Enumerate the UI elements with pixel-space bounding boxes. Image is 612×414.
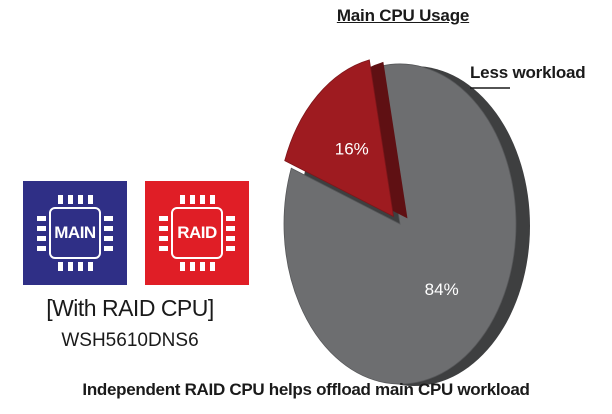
chip-pin: [200, 195, 205, 204]
chip-pin: [104, 226, 113, 231]
footer-caption: Independent RAID CPU helps offload main …: [82, 380, 530, 399]
chip-pin: [37, 216, 46, 221]
chip-pin: [104, 216, 113, 221]
chip-pin: [88, 195, 93, 204]
chip-pin: [190, 262, 195, 271]
raid-cpu-chip-icon: RAID: [145, 181, 249, 285]
chip-pin: [37, 226, 46, 231]
main-cpu-chip-icon: MAIN: [23, 181, 127, 285]
main-chip-label: MAIN: [49, 207, 101, 259]
chip-pin: [210, 195, 215, 204]
chip-pin: [68, 262, 73, 271]
chip-pin: [58, 195, 63, 204]
model-number: WSH5610DNS6: [61, 330, 199, 351]
chip-pin: [226, 216, 235, 221]
chip-pin: [68, 195, 73, 204]
less-workload-annotation: Less workload: [470, 63, 586, 82]
chip-pin: [104, 246, 113, 251]
chip-pin: [104, 236, 113, 241]
chip-pin: [159, 236, 168, 241]
chip-pin: [180, 195, 185, 204]
chip-pin: [78, 195, 83, 204]
pie-slice: [283, 63, 517, 385]
pie-slice-label: 16%: [335, 139, 369, 158]
chip-pin: [226, 236, 235, 241]
chip-pin: [58, 262, 63, 271]
chip-pin: [210, 262, 215, 271]
chip-pin: [37, 236, 46, 241]
chip-pin: [159, 226, 168, 231]
chip-pin: [159, 216, 168, 221]
chip-pin: [226, 226, 235, 231]
chip-pin: [190, 195, 195, 204]
raid-chip-label: RAID: [171, 207, 223, 259]
chart-title: Main CPU Usage: [336, 6, 470, 25]
with-raid-cpu-label: [With RAID CPU]: [46, 295, 214, 321]
pie-slice: [284, 59, 394, 218]
chip-pin: [159, 246, 168, 251]
chip-pin: [200, 262, 205, 271]
chip-pin: [180, 262, 185, 271]
pie-slice-label: 84%: [425, 280, 459, 299]
chip-pin: [88, 262, 93, 271]
chip-pin: [226, 246, 235, 251]
chip-pin: [78, 262, 83, 271]
chip-pin: [37, 246, 46, 251]
